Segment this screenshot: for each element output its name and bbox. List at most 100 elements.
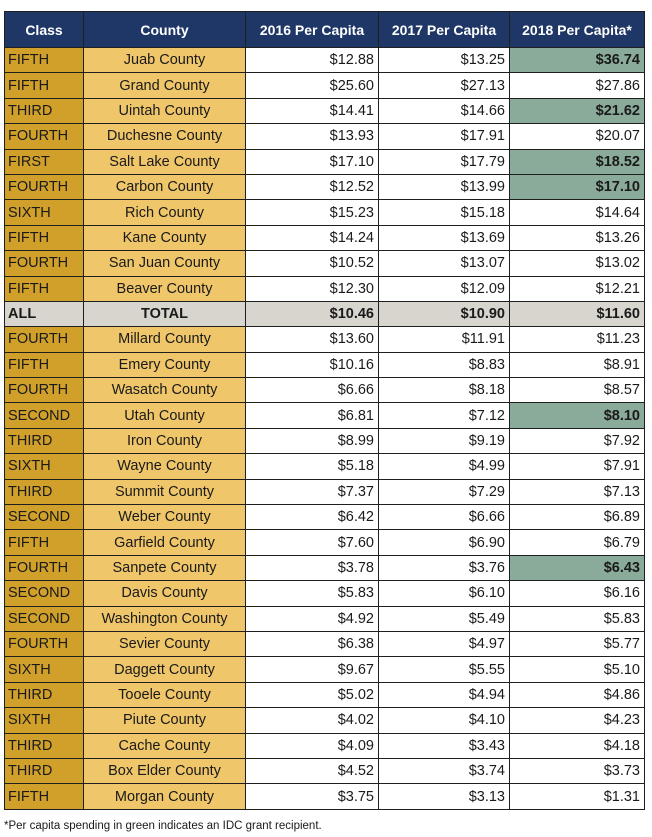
per-capita-2016-cell: $15.23: [245, 199, 379, 226]
class-cell: FOURTH: [4, 173, 84, 201]
per-capita-2016-cell: $3.78: [245, 554, 379, 582]
per-capita-2018-cell: $4.18: [509, 732, 645, 759]
county-cell: Cache County: [83, 732, 246, 759]
class-cell: ALL: [4, 300, 84, 328]
per-capita-2016-cell: $7.37: [245, 478, 379, 506]
per-capita-2017-cell: $5.55: [378, 656, 510, 683]
per-capita-2017-cell: $17.79: [378, 148, 510, 175]
class-cell: FIFTH: [4, 46, 84, 74]
class-cell: FOURTH: [4, 326, 84, 353]
class-cell: FIFTH: [4, 783, 84, 810]
class-cell: FOURTH: [4, 377, 84, 404]
table-row: FOURTH Sanpete County $3.78 $3.76 $6.43: [4, 554, 645, 582]
per-capita-2017-cell: $13.69: [378, 224, 510, 252]
class-cell: FIFTH: [4, 351, 84, 379]
per-capita-2018-cell: $6.89: [509, 504, 645, 531]
header-class: Class: [4, 11, 84, 48]
per-capita-2017-cell: $11.91: [378, 326, 510, 353]
per-capita-2018-cell: $5.83: [509, 605, 645, 632]
per-capita-2018-cell: $3.73: [509, 757, 645, 785]
county-cell: Utah County: [83, 402, 246, 429]
table-body: FIFTH Juab County $12.88 $13.25 $36.74 FIFTH G…: [4, 46, 645, 810]
per-capita-2017-cell: $3.76: [378, 554, 510, 582]
county-cell: Uintah County: [83, 97, 246, 125]
table-row: FIFTH Garfield County $7.60 $6.90 $6.79: [4, 529, 645, 556]
per-capita-2017-cell: $7.12: [378, 402, 510, 429]
per-capita-2016-cell: $13.93: [245, 123, 379, 150]
per-capita-2018-cell: $5.10: [509, 656, 645, 683]
county-cell: Sevier County: [83, 630, 246, 658]
county-cell: Summit County: [83, 478, 246, 506]
per-capita-2016-cell: $6.66: [245, 377, 379, 404]
per-capita-2018-cell: $6.16: [509, 580, 645, 607]
per-capita-2017-cell: $10.90: [378, 300, 510, 328]
table-row: THIRD Iron County $8.99 $9.19 $7.92: [4, 427, 645, 455]
per-capita-2018-cell: $4.23: [509, 707, 645, 734]
per-capita-2017-cell: $3.13: [378, 783, 510, 810]
county-cell: Grand County: [83, 72, 246, 99]
county-cell: Box Elder County: [83, 757, 246, 785]
table-row: FOURTH Carbon County $12.52 $13.99 $17.10: [4, 173, 645, 201]
per-capita-2018-cell: $18.52: [509, 148, 645, 175]
class-cell: SIXTH: [4, 656, 84, 683]
per-capita-2016-cell: $3.75: [245, 783, 379, 810]
per-capita-2018-cell: $20.07: [509, 123, 645, 150]
per-capita-2018-cell: $13.26: [509, 224, 645, 252]
class-cell: FIFTH: [4, 529, 84, 556]
per-capita-2018-cell: $14.64: [509, 199, 645, 226]
per-capita-2016-cell: $10.16: [245, 351, 379, 379]
per-capita-2018-cell: $7.13: [509, 478, 645, 506]
per-capita-2017-cell: $27.13: [378, 72, 510, 99]
per-capita-2016-cell: $7.60: [245, 529, 379, 556]
per-capita-2017-cell: $13.99: [378, 173, 510, 201]
class-cell: FIRST: [4, 148, 84, 175]
table-row: FOURTH Duchesne County $13.93 $17.91 $20.07: [4, 123, 645, 150]
per-capita-2018-cell: $11.60: [509, 300, 645, 328]
table-row: THIRD Box Elder County $4.52 $3.74 $3.73: [4, 757, 645, 785]
class-cell: SECOND: [4, 580, 84, 607]
county-cell: Emery County: [83, 351, 246, 379]
per-capita-2016-cell: $12.30: [245, 275, 379, 302]
table-row: SIXTH Wayne County $5.18 $4.99 $7.91: [4, 453, 645, 480]
per-capita-2016-cell: $14.24: [245, 224, 379, 252]
per-capita-2016-cell: $6.42: [245, 504, 379, 531]
per-capita-2017-cell: $7.29: [378, 478, 510, 506]
per-capita-2016-cell: $6.81: [245, 402, 379, 429]
table-row: FIFTH Emery County $10.16 $8.83 $8.91: [4, 351, 645, 379]
class-cell: THIRD: [4, 681, 84, 709]
per-capita-2016-cell: $4.92: [245, 605, 379, 632]
total-row: ALL TOTAL $10.46 $10.90 $11.60: [4, 300, 645, 328]
per-capita-2016-cell: $13.60: [245, 326, 379, 353]
table-row: FIFTH Grand County $25.60 $27.13 $27.86: [4, 72, 645, 99]
header-county: County: [83, 11, 246, 48]
per-capita-2016-cell: $6.38: [245, 630, 379, 658]
per-capita-2016-cell: $25.60: [245, 72, 379, 99]
per-capita-2016-cell: $10.46: [245, 300, 379, 328]
per-capita-2018-cell: $8.57: [509, 377, 645, 404]
per-capita-2016-cell: $17.10: [245, 148, 379, 175]
class-cell: FOURTH: [4, 554, 84, 582]
table-row: FIFTH Juab County $12.88 $13.25 $36.74: [4, 46, 645, 74]
per-capita-2017-cell: $9.19: [378, 427, 510, 455]
county-cell: Iron County: [83, 427, 246, 455]
per-capita-2018-cell: $8.10: [509, 402, 645, 429]
table-row: SECOND Davis County $5.83 $6.10 $6.16: [4, 580, 645, 607]
header-2018: 2018 Per Capita*: [509, 11, 645, 48]
table-row: THIRD Cache County $4.09 $3.43 $4.18: [4, 732, 645, 759]
class-cell: SIXTH: [4, 199, 84, 226]
class-cell: SECOND: [4, 402, 84, 429]
header-2016: 2016 Per Capita: [245, 11, 379, 48]
county-cell: Tooele County: [83, 681, 246, 709]
footnote: *Per capita spending in green indicates …: [4, 820, 322, 832]
per-capita-2017-cell: $6.10: [378, 580, 510, 607]
per-capita-2016-cell: $9.67: [245, 656, 379, 683]
county-cell: Rich County: [83, 199, 246, 226]
per-capita-2017-cell: $3.74: [378, 757, 510, 785]
per-capita-2018-cell: $11.23: [509, 326, 645, 353]
per-capita-2017-cell: $13.25: [378, 46, 510, 74]
per-capita-2016-cell: $14.41: [245, 97, 379, 125]
per-capita-2017-cell: $8.18: [378, 377, 510, 404]
per-capita-2017-cell: $6.90: [378, 529, 510, 556]
class-cell: FOURTH: [4, 123, 84, 150]
table-row: FOURTH San Juan County $10.52 $13.07 $13.02: [4, 250, 645, 277]
